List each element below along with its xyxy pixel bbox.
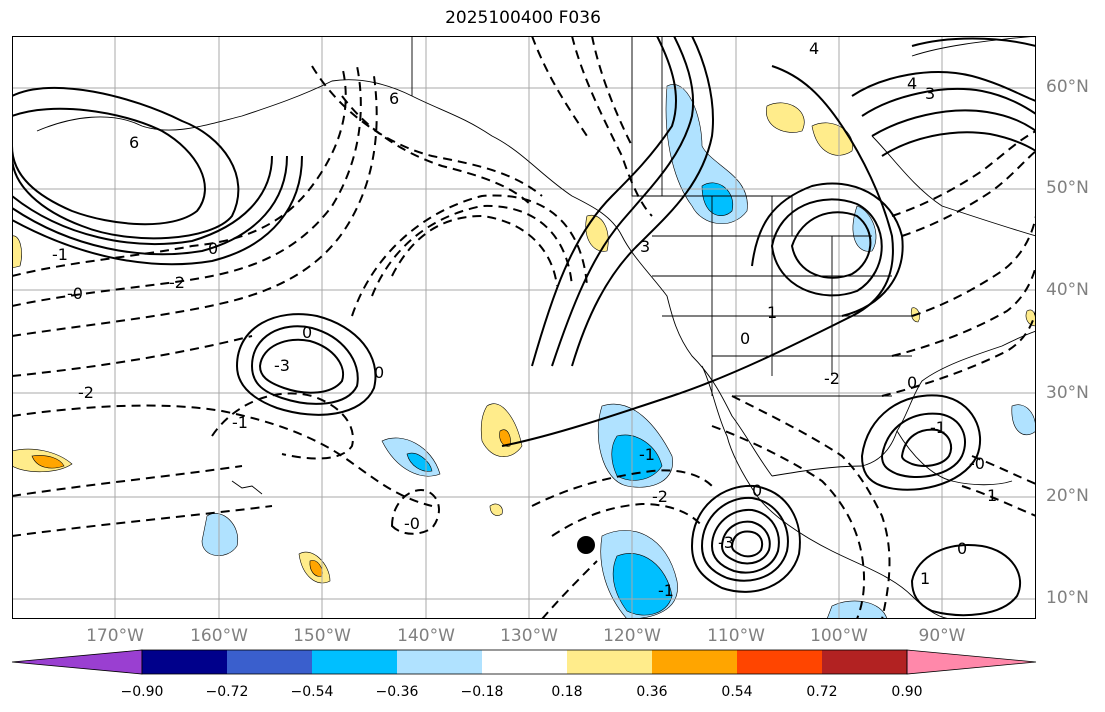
contour-label: 0: [957, 539, 967, 558]
colorbar-segment: [482, 650, 567, 674]
colorbar-tick: −0.18: [460, 684, 504, 700]
contour-label: 0: [302, 323, 312, 342]
contour-label: 1: [767, 303, 777, 322]
lat-label: 60°N: [1046, 77, 1089, 97]
lon-label: 150°W: [293, 626, 351, 646]
contour-labels: 6 0 -1 -2 -0 0 -3 0 -2 -1 -0 4 4 3 0 1 -…: [52, 39, 997, 600]
contour-label: 0: [740, 329, 750, 348]
station-marker: [577, 536, 595, 554]
contour-label: -0: [67, 284, 83, 303]
lon-label: 140°W: [397, 626, 455, 646]
contour-label: -0: [969, 454, 985, 473]
contour-label: -1: [658, 581, 674, 600]
colorbar-segment: [822, 650, 907, 674]
contour-label: 4: [907, 74, 917, 93]
contour-label: 0: [374, 363, 384, 382]
colorbar-tick: 0.36: [636, 684, 668, 700]
colorbar: [11, 649, 1037, 675]
lon-label: 90°W: [918, 626, 966, 646]
lon-label: 100°W: [810, 626, 868, 646]
contour-label: 4: [809, 39, 819, 58]
contour-label: -2: [824, 369, 840, 388]
colorbar-tick: −0.90: [120, 684, 164, 700]
colorbar-tick: −0.54: [290, 684, 334, 700]
contour-label: -3: [274, 356, 290, 375]
lon-label: 170°W: [86, 626, 144, 646]
contour-label: -1: [930, 418, 946, 437]
lat-label: 20°N: [1046, 486, 1089, 506]
lon-label: 110°W: [707, 626, 765, 646]
contour-label: -0: [404, 514, 420, 533]
contour-label: 1: [987, 486, 997, 505]
colorbar-segment-low: [11, 649, 143, 675]
colorbar-tick: 0.90: [891, 684, 923, 700]
contour-label: 0: [907, 373, 917, 392]
contour-label: 1: [920, 569, 930, 588]
contour-label: -2: [78, 383, 94, 402]
contour-label: -1: [639, 445, 655, 464]
lat-label: 50°N: [1046, 178, 1089, 198]
colorbar-segment: [567, 650, 652, 674]
contour-label: 3: [925, 84, 935, 103]
colorbar-segment: [737, 650, 822, 674]
colorbar-segment: [312, 650, 397, 674]
colorbar-tick: 0.54: [721, 684, 753, 700]
colorbar-segment: [652, 650, 737, 674]
colorbar-segment-high: [906, 649, 1037, 675]
colorbar-segment: [227, 650, 312, 674]
lon-label: 130°W: [500, 626, 558, 646]
contour-label: 6: [129, 133, 139, 152]
forecast-map: 6 0 -1 -2 -0 0 -3 0 -2 -1 -0 4 4 3 0 1 -…: [12, 36, 1036, 619]
colorbar-segment: [397, 650, 482, 674]
colorbar-tick: 0.18: [551, 684, 583, 700]
lat-label: 10°N: [1046, 588, 1089, 608]
lon-label: 120°W: [603, 626, 661, 646]
colorbar-tick: 0.72: [806, 684, 838, 700]
contour-label: 0: [208, 239, 218, 258]
contour-label: 6: [389, 89, 399, 108]
contour-label: -1: [52, 245, 68, 264]
lon-label: 160°W: [190, 626, 248, 646]
contour-label: -2: [652, 487, 668, 506]
lat-label: 40°N: [1046, 280, 1089, 300]
lat-label: 30°N: [1046, 383, 1089, 403]
map-title: 2025100400 F036: [445, 8, 601, 28]
contours-negative: [12, 36, 1036, 619]
coastlines: [36, 36, 1036, 619]
contour-label: -1: [232, 413, 248, 432]
colorbar-tick: −0.36: [375, 684, 419, 700]
colorbar-tick: −0.72: [205, 684, 249, 700]
contours-positive: [12, 36, 1036, 617]
colorbar-segment: [142, 650, 227, 674]
contour-label: -3: [718, 533, 734, 552]
contour-label: 3: [640, 237, 650, 256]
contour-label: 0: [752, 481, 762, 500]
contour-label: -2: [169, 273, 185, 292]
